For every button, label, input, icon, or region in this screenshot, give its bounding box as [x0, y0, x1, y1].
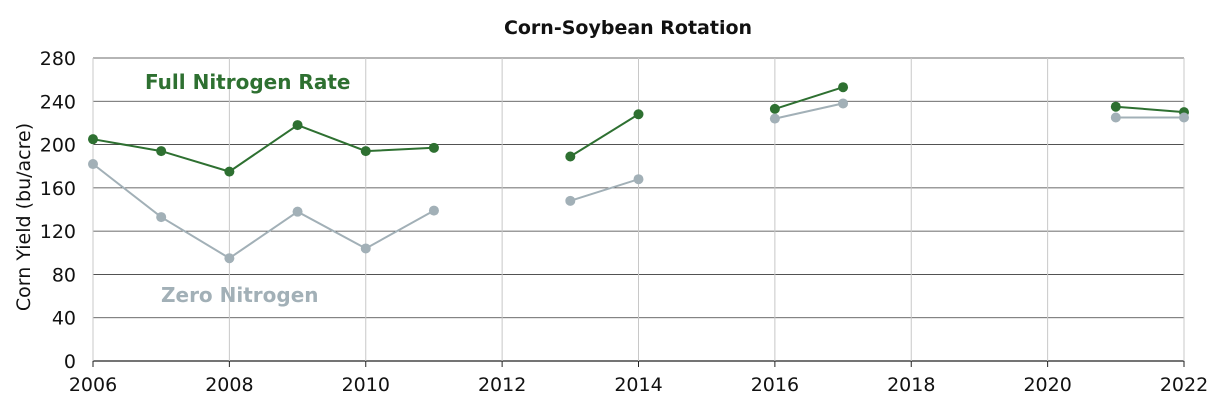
- x-tick-label: 2022: [1160, 374, 1208, 396]
- data-point: [88, 159, 98, 170]
- data-point: [565, 151, 576, 162]
- data-point: [88, 134, 98, 145]
- y-tick-label: 40: [52, 308, 76, 330]
- data-point: [633, 109, 644, 120]
- y-tick-label: 80: [52, 264, 76, 286]
- data-point: [224, 253, 235, 264]
- x-tick-label: 2010: [342, 374, 390, 396]
- x-tick-label: 2012: [478, 374, 526, 396]
- series-label-full-nitrogen: Full Nitrogen Rate: [145, 70, 350, 94]
- series-line: [774, 86, 844, 110]
- series-line: [92, 123, 434, 173]
- series-line: [1115, 105, 1185, 114]
- x-tick-label: 2018: [887, 374, 935, 396]
- x-tick-label: 2008: [205, 374, 253, 396]
- data-point: [769, 103, 780, 114]
- data-point: [292, 120, 303, 131]
- data-point: [360, 146, 371, 157]
- series-line: [774, 102, 844, 120]
- y-tick-label: 120: [40, 221, 76, 243]
- data-point: [428, 205, 439, 216]
- series-group: [88, 82, 1189, 264]
- series-line: [569, 178, 639, 202]
- data-point: [156, 146, 167, 157]
- grid-lines: [92, 57, 1185, 362]
- y-axis-title: Corn Yield (bu/acre): [13, 123, 35, 311]
- data-point: [1110, 112, 1121, 123]
- series-line: [569, 113, 640, 158]
- series-line: [92, 163, 435, 260]
- x-tick-label: 2020: [1023, 374, 1071, 396]
- series-zero-nitrogen: [88, 98, 1189, 264]
- data-point: [1110, 101, 1121, 112]
- x-tick-label: 2014: [614, 374, 662, 396]
- y-tick-label: 200: [40, 135, 76, 157]
- y-tick-label: 280: [40, 48, 76, 70]
- data-point: [360, 243, 371, 254]
- data-point: [838, 98, 849, 109]
- y-axis-ticks: 0 40 80 120 160 200 240 280: [40, 48, 76, 373]
- series-label-zero-nitrogen: Zero Nitrogen: [161, 283, 319, 307]
- data-point: [428, 142, 439, 153]
- series-full-nitrogen: [88, 82, 1189, 177]
- x-axis-ticks: 2006 2008 2010 2012 2014 2016 2018 2020 2022: [69, 361, 1208, 396]
- data-point: [224, 166, 235, 177]
- y-tick-label: 240: [40, 91, 76, 113]
- data-point: [633, 174, 644, 185]
- x-tick-label: 2006: [69, 374, 117, 396]
- data-point: [838, 82, 849, 93]
- data-point: [769, 113, 780, 124]
- x-tick-label: 2016: [751, 374, 799, 396]
- data-point: [156, 212, 167, 223]
- chart-title: Corn-Soybean Rotation: [504, 17, 752, 39]
- data-point: [565, 195, 576, 206]
- data-point: [292, 206, 303, 217]
- y-tick-label: 160: [40, 178, 76, 200]
- data-point: [1179, 112, 1189, 123]
- y-tick-label: 0: [64, 351, 76, 373]
